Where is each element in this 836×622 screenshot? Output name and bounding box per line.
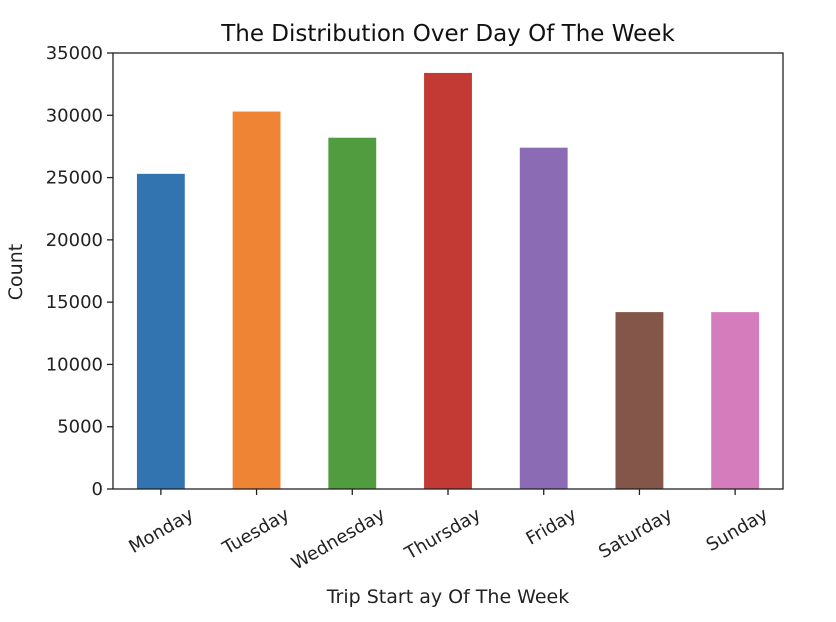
bars-group [136,72,760,490]
x-tick-label: Friday [522,504,580,550]
y-axis: 0 5000 10000 15000 20000 25000 30000 35000 [46,43,113,500]
x-axis-label: Trip Start ay Of The Week [326,586,570,608]
y-axis-label: Count [5,244,27,300]
bar-wednesday [328,137,377,490]
y-tick-label: 25000 [46,168,103,189]
bar-sunday [711,312,760,489]
y-tick-label: 35000 [46,43,103,64]
x-tick-label: Monday [125,504,197,558]
chart-title: The Distribution Over Day Of The Week [220,21,675,47]
x-tick-label: Thursday [401,504,485,565]
y-tick-label: 15000 [46,292,103,313]
bar-friday [519,147,568,489]
bar-thursday [424,72,472,489]
x-tick-label: Wednesday [288,504,389,574]
y-tick-label: 30000 [46,105,103,126]
y-tick-label: 5000 [57,417,103,438]
x-tick-label: Tuesday [218,504,293,559]
bar-saturday [615,312,664,489]
y-tick-label: 0 [92,479,103,500]
x-tick-label: Sunday [703,504,772,556]
y-tick-label: 10000 [46,354,103,375]
bar-tuesday [232,111,281,489]
x-tick-label: Saturday [595,504,676,563]
y-tick-label: 20000 [46,230,103,251]
bar-monday [136,173,185,489]
